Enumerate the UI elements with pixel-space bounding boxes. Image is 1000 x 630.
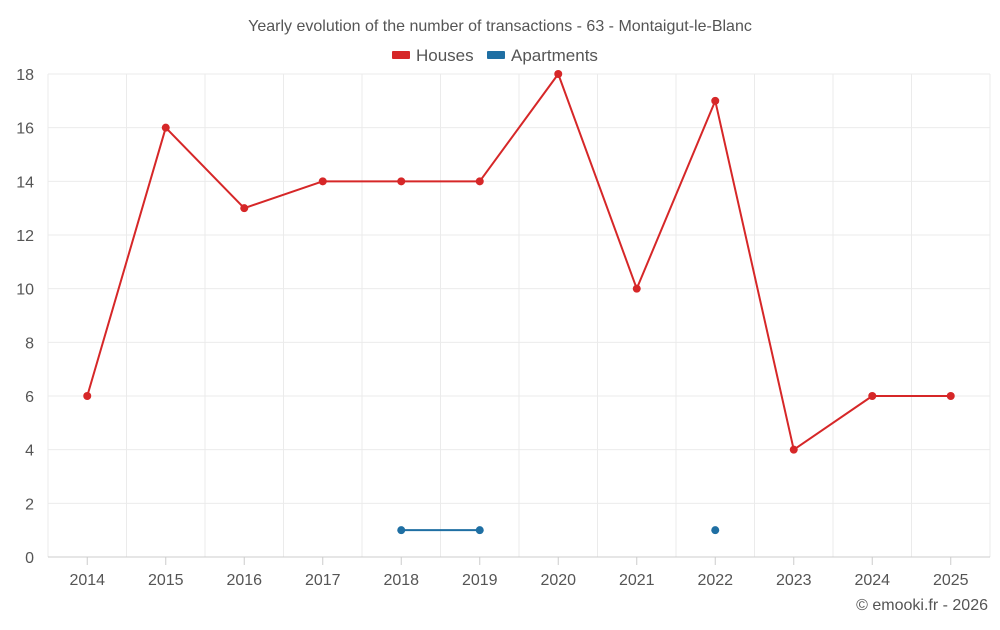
data-point-houses <box>83 392 92 400</box>
data-point-apartments <box>475 526 484 535</box>
y-tick-label: 2 <box>25 496 34 513</box>
x-tick-label: 2023 <box>776 572 812 589</box>
data-point-houses <box>554 70 563 78</box>
series-houses <box>83 70 955 454</box>
y-tick-label: 10 <box>16 282 34 299</box>
data-point-apartments <box>397 526 406 535</box>
data-point-houses <box>475 177 484 186</box>
data-point-houses <box>711 96 720 105</box>
series-group <box>83 70 955 535</box>
y-tick-label: 16 <box>16 121 34 138</box>
x-tick-label: 2017 <box>305 572 341 589</box>
x-tick-label: 2016 <box>226 572 262 589</box>
x-tick-label: 2024 <box>854 572 890 589</box>
x-tick-label: 2014 <box>69 572 105 589</box>
data-point-houses <box>632 284 641 293</box>
credit-text: © emooki.fr - 2026 <box>856 597 988 614</box>
y-tick-label: 18 <box>16 67 34 84</box>
x-tick-label: 2018 <box>383 572 419 589</box>
chart-title: Yearly evolution of the number of transa… <box>248 18 752 35</box>
y-tick-label: 12 <box>16 228 34 245</box>
data-point-houses <box>397 177 406 186</box>
legend-swatch <box>487 51 505 59</box>
x-tick-label: 2021 <box>619 572 655 589</box>
x-tick-label: 2022 <box>697 572 733 589</box>
data-point-houses <box>868 392 877 400</box>
data-point-houses <box>946 392 955 400</box>
legend-swatch <box>392 51 410 59</box>
series-line-houses <box>86 73 951 451</box>
axes: 0 2 4 6 8 10 12 14 16 18 2014 2015 2016 2017 2018 2019 2… <box>16 67 990 589</box>
data-point-houses <box>789 445 798 454</box>
y-tick-label: 0 <box>25 550 34 567</box>
data-point-houses <box>318 177 327 186</box>
y-tick-label: 14 <box>16 174 34 191</box>
grid <box>47 73 991 557</box>
y-tick-label: 8 <box>25 335 34 352</box>
legend-item-houses: Houses <box>392 46 474 65</box>
legend: Houses Apartments <box>392 46 598 65</box>
x-tick-label: 2019 <box>462 572 498 589</box>
data-point-houses <box>161 123 170 132</box>
legend-label: Apartments <box>511 46 598 65</box>
y-tick-label: 4 <box>25 443 34 460</box>
legend-item-apartments: Apartments <box>487 46 598 65</box>
data-point-houses <box>240 204 249 213</box>
data-point-apartments <box>711 526 720 535</box>
x-tick-label: 2020 <box>540 572 576 589</box>
x-tick-label: 2015 <box>148 572 184 589</box>
series-apartments <box>397 526 720 535</box>
y-tick-label: 6 <box>25 389 34 406</box>
legend-label: Houses <box>416 46 474 65</box>
x-tick-label: 2025 <box>933 572 969 589</box>
